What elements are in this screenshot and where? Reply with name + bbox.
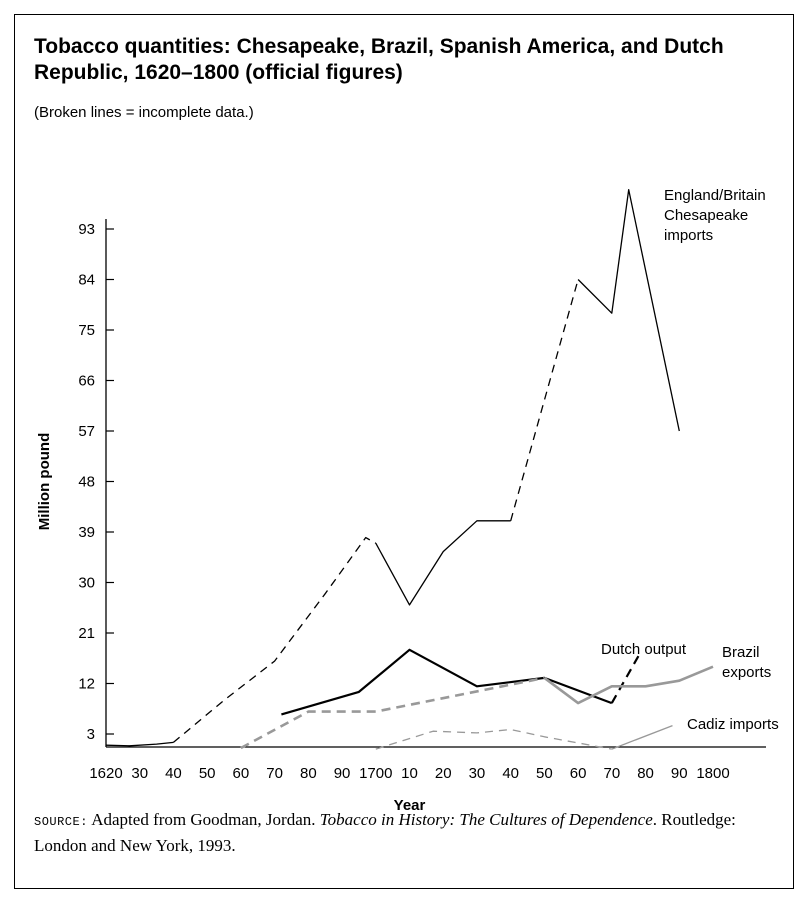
x-axis-title: Year [394, 797, 426, 814]
y-tick-label: 30 [78, 575, 95, 592]
series-label-dutch: Dutch output [601, 641, 687, 658]
y-tick-label: 57 [78, 423, 95, 440]
x-tick-label: 90 [334, 765, 351, 782]
y-tick-label: 21 [78, 625, 95, 642]
x-tick-label: 1620 [89, 765, 122, 782]
source-text-after: . Routledge: London and New York, 1993. [34, 810, 736, 855]
x-tick-label: 80 [637, 765, 654, 782]
x-tick-label: 1700 [359, 765, 392, 782]
x-tick-label: 50 [199, 765, 216, 782]
x-tick-label: 70 [603, 765, 620, 782]
series-line-cadiz-dashed [375, 728, 612, 750]
series-label-cadiz: Cadiz imports [687, 716, 779, 733]
y-tick-label: 84 [78, 272, 95, 289]
y-tick-label: 3 [87, 726, 95, 743]
series-line-brazil-solid [543, 665, 714, 705]
axes: 3 12 21 30 39 48 57 66 75 84 93 1620 30 40 50 60 70 80 90 1… [36, 219, 766, 814]
x-tick-label: 1800 [696, 765, 729, 782]
x-tick-label: 20 [435, 765, 452, 782]
series-label-chesapeake: Chesapeake [664, 207, 748, 224]
series-label-chesapeake: England/Britain [664, 187, 766, 204]
series-line-dutch-solid [281, 648, 613, 716]
series-line-dutch-dashed [610, 654, 640, 704]
x-tick-label: 30 [131, 765, 148, 782]
source-label: SOURCE: [34, 815, 88, 829]
series-label-brazil: Brazil [722, 644, 760, 661]
series-line-chesapeake-solid [577, 189, 680, 432]
x-tick-label: 60 [570, 765, 587, 782]
series-line-brazil-dashed [240, 676, 545, 750]
y-tick-label: 48 [78, 474, 95, 491]
x-tick-label: 90 [671, 765, 688, 782]
x-tick-label: 60 [233, 765, 250, 782]
x-tick-label: 50 [536, 765, 553, 782]
y-axis-title: Million pound [36, 433, 53, 530]
series-line-chesapeake-dashed [510, 279, 579, 521]
series-lines [105, 189, 714, 750]
figure-frame [14, 14, 794, 889]
series-label-chesapeake: imports [664, 227, 713, 244]
series-line-chesapeake-dashed [172, 536, 377, 743]
series-labels: England/Britain Chesapeake imports Dutch ou… [601, 187, 779, 733]
series-label-brazil: exports [722, 664, 771, 681]
source-text-before: Adapted from Goodman, Jordan. [87, 810, 320, 829]
y-tick-label: 75 [78, 322, 95, 339]
source-book-title: Tobacco in History: The Cultures of Depe… [319, 810, 653, 829]
series-line-chesapeake-solid [375, 520, 511, 606]
x-tick-label: 10 [401, 765, 418, 782]
chart-subtitle: (Broken lines = incomplete data.) [34, 104, 254, 121]
x-tick-label: 80 [300, 765, 317, 782]
chart-title: Tobacco quantities: Chesapeake, Brazil, … [34, 35, 724, 84]
y-tick-label: 93 [78, 221, 95, 238]
x-tick-label: 30 [469, 765, 486, 782]
series-line-cadiz-solid [611, 724, 673, 750]
x-tick-label: 40 [502, 765, 519, 782]
y-tick-label: 66 [78, 373, 95, 390]
y-tick-label: 39 [78, 524, 95, 541]
x-tick-label: 40 [165, 765, 182, 782]
source-note: SOURCE: Adapted from Goodman, Jordan. To… [34, 808, 774, 858]
x-tick-label: 70 [266, 765, 283, 782]
series-line-chesapeake-solid [105, 741, 174, 747]
y-tick-label: 12 [78, 676, 95, 693]
